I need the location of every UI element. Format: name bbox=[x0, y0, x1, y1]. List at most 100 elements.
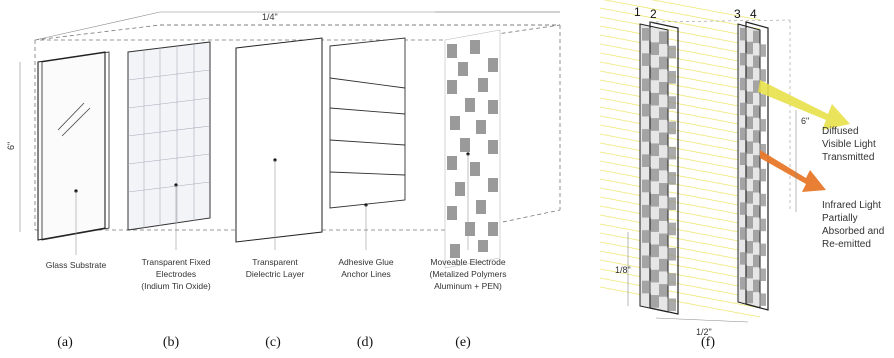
visible-note-line1: Diffused bbox=[822, 126, 859, 137]
caption-b: (b) bbox=[163, 335, 180, 350]
infrared-note-line3: Absorbed and bbox=[822, 226, 884, 237]
checker-cell bbox=[759, 44, 766, 57]
checker-cell bbox=[667, 247, 676, 261]
checker-cell bbox=[642, 78, 651, 92]
checker-cell bbox=[759, 143, 766, 157]
layer-anchor-lines bbox=[329, 37, 406, 209]
light-ray bbox=[599, 241, 761, 273]
checker-cell bbox=[746, 166, 753, 179]
checker-cell bbox=[740, 28, 747, 41]
checker-cell bbox=[746, 241, 753, 254]
label-dielectric-line2: Dielectric Layer bbox=[246, 269, 305, 279]
label-moveable-electrode-line3: Aluminum + PEN) bbox=[434, 281, 502, 291]
checker-cell bbox=[740, 52, 747, 66]
width-dimension-label: 1/4" bbox=[262, 12, 278, 22]
light-ray bbox=[599, 16, 761, 48]
light-ray bbox=[599, 25, 761, 57]
checker-cell bbox=[667, 172, 676, 185]
pane-number-1: 1 bbox=[634, 5, 641, 19]
checker-cell bbox=[753, 279, 760, 293]
light-ray bbox=[599, 61, 761, 93]
checker-cell bbox=[746, 116, 753, 129]
checker-cell bbox=[753, 204, 760, 218]
checker-cell bbox=[650, 168, 659, 182]
checker-cell bbox=[746, 41, 753, 55]
light-ray bbox=[599, 178, 761, 210]
checker-cell bbox=[753, 155, 760, 168]
layer-fixed-electrodes bbox=[127, 41, 211, 231]
checker-cell bbox=[753, 105, 760, 118]
visible-light-arrow bbox=[758, 80, 850, 130]
checker-cell bbox=[740, 252, 747, 265]
checker-cell bbox=[753, 130, 760, 143]
light-ray bbox=[599, 115, 761, 147]
layer-labels: Glass Substrate Transparent Fixed Electr… bbox=[46, 257, 507, 291]
checker-cell bbox=[740, 102, 747, 116]
light-ray bbox=[599, 277, 761, 309]
checker-cell bbox=[759, 69, 766, 82]
checker-cell bbox=[642, 103, 651, 117]
checker-cell bbox=[659, 183, 668, 196]
caption-d: (d) bbox=[357, 335, 374, 350]
right-outline bbox=[649, 19, 791, 212]
checker-cell bbox=[753, 55, 760, 68]
infrared-note: Infrared Light Partially Absorbed and Re… bbox=[822, 200, 884, 250]
pane-pair-front bbox=[639, 21, 679, 315]
checker-cell bbox=[753, 229, 760, 243]
checker-cell bbox=[753, 80, 760, 93]
pane-number-2: 2 bbox=[650, 7, 657, 21]
layer-glass-substrate bbox=[37, 51, 110, 241]
checker-cell bbox=[650, 244, 659, 258]
label-fixed-electrodes-line3: (Indium Tin Oxide) bbox=[141, 281, 211, 291]
layer-moveable-electrode bbox=[444, 29, 501, 269]
checker-cell bbox=[753, 254, 760, 268]
checker-cell bbox=[650, 118, 659, 131]
light-ray bbox=[651, 0, 761, 21]
checker-cell bbox=[746, 216, 753, 229]
checker-cell bbox=[659, 107, 668, 120]
height-dimension: 6" bbox=[6, 62, 21, 232]
label-dielectric-line1: Transparent bbox=[252, 257, 298, 267]
checker-cell bbox=[759, 94, 766, 107]
light-ray bbox=[599, 106, 761, 138]
light-ray bbox=[599, 160, 761, 192]
light-ray bbox=[599, 34, 761, 66]
checker-cell bbox=[650, 193, 659, 207]
checker-cell bbox=[740, 177, 747, 190]
checker-cell bbox=[759, 218, 766, 232]
checker-cell bbox=[667, 45, 676, 59]
checker-cell bbox=[659, 258, 668, 272]
checker-cell bbox=[746, 290, 753, 304]
checker-cell bbox=[740, 277, 747, 290]
checker-cell bbox=[659, 81, 668, 95]
caption-f: (f) bbox=[701, 335, 715, 350]
light-ray bbox=[599, 187, 761, 219]
checker-cell bbox=[642, 179, 651, 193]
checker-cell bbox=[659, 31, 668, 45]
pane-number-4: 4 bbox=[750, 7, 757, 21]
checker-cell bbox=[642, 280, 651, 294]
checker-cell bbox=[740, 77, 747, 91]
checker-cell bbox=[659, 56, 668, 70]
light-ray bbox=[599, 88, 761, 120]
checker-cell bbox=[667, 273, 676, 286]
light-ray bbox=[599, 259, 761, 291]
light-ray bbox=[599, 97, 761, 129]
light-ray bbox=[599, 268, 761, 300]
checker-cell bbox=[667, 146, 676, 160]
infrared-note-line1: Infrared Light bbox=[822, 200, 881, 211]
right-dimensions: 1/8" 1/2" 6" bbox=[615, 110, 809, 337]
light-ray bbox=[599, 151, 761, 183]
checker-cell bbox=[650, 67, 659, 81]
checker-front bbox=[642, 28, 676, 312]
pane-numbers: 1 2 3 4 bbox=[634, 5, 757, 21]
checker-cell bbox=[642, 204, 651, 218]
light-ray bbox=[599, 133, 761, 165]
light-ray bbox=[599, 214, 761, 246]
checker-cell bbox=[659, 233, 668, 247]
checker-cell bbox=[753, 30, 760, 44]
depth-dimension-label: 1/2" bbox=[696, 327, 712, 337]
checker-cell bbox=[740, 127, 747, 141]
light-ray bbox=[599, 232, 761, 264]
